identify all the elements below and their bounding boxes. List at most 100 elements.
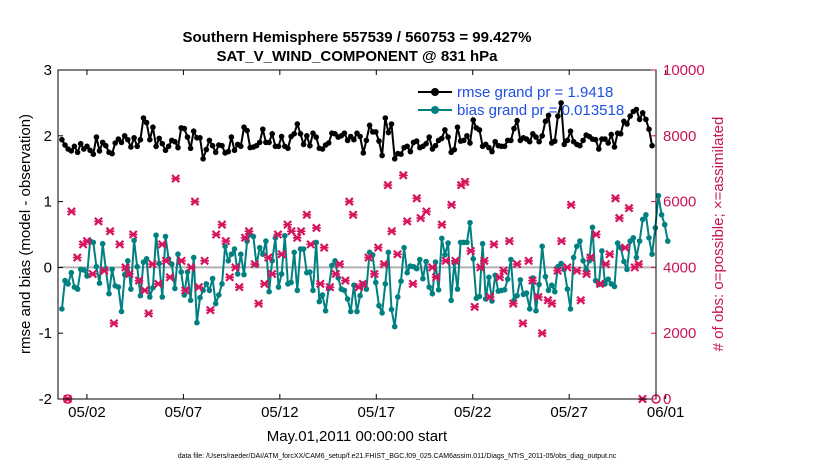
- rmse-series: [59, 100, 655, 162]
- bias-point: [153, 232, 159, 238]
- bias-point: [564, 286, 571, 292]
- bias-point: [379, 310, 385, 316]
- obs-assimilated-point: [537, 328, 547, 338]
- rmse-point: [291, 131, 298, 137]
- obs-assimilated-point: [412, 193, 422, 203]
- rmse-point: [423, 140, 429, 147]
- obs-assimilated-point: [186, 263, 196, 272]
- obs-assimilated-point: [217, 220, 227, 230]
- x-tick-label: 05/12: [261, 404, 299, 421]
- rmse-point: [366, 122, 373, 129]
- obs-assimilated-point: [499, 266, 508, 276]
- rmse-point: [442, 127, 448, 133]
- rmse-point: [134, 143, 140, 150]
- obs-assimilated-point: [348, 210, 358, 220]
- rmse-point: [492, 138, 499, 145]
- bias-point: [307, 269, 313, 275]
- y-left-tick-label: 3: [44, 62, 52, 79]
- y-left-tick-label: -2: [39, 391, 52, 408]
- rmse-point: [561, 141, 567, 148]
- rmse-point: [71, 143, 78, 150]
- legend-bias-label: bias grand pr = 0.013518: [457, 102, 624, 119]
- bias-point: [300, 246, 307, 252]
- bias-point: [398, 278, 404, 285]
- obs-assimilated-point: [124, 269, 134, 279]
- bias-point: [256, 244, 263, 251]
- obs-assimilated-point: [144, 309, 154, 318]
- rmse-point: [209, 142, 216, 149]
- y-right-axis-label: # of obs: o=possible; ×=assimilated: [710, 117, 727, 352]
- obs-assimilated-point: [177, 256, 186, 266]
- bias-point: [567, 306, 574, 312]
- obs-assimilated-point: [518, 318, 528, 328]
- rmse-point: [313, 134, 320, 140]
- bias-point: [172, 285, 178, 292]
- data-file-footer: data file: /Users/raeder/DAI/ATM_forcXX/…: [178, 453, 617, 460]
- bias-point: [225, 258, 232, 264]
- bias-point: [395, 294, 401, 300]
- rmse-point: [278, 133, 285, 140]
- obs-assimilated-point: [180, 286, 190, 295]
- bias-point: [435, 287, 442, 293]
- bias-point: [649, 251, 655, 257]
- bias-point: [294, 287, 301, 294]
- rmse-point: [231, 147, 238, 154]
- bias-point: [216, 292, 222, 298]
- rmse-point: [172, 138, 178, 145]
- bias-point: [476, 293, 483, 300]
- rmse-point: [432, 142, 439, 149]
- bias-point: [652, 225, 659, 231]
- obs-assimilated-point: [267, 269, 277, 279]
- obs-assimilated-point: [495, 272, 505, 282]
- rmse-point: [244, 127, 250, 134]
- obs-assimilated-point: [620, 243, 630, 253]
- rmse-point: [341, 130, 348, 136]
- obs-assimilated-point: [287, 226, 296, 236]
- rmse-point: [266, 139, 272, 146]
- bias-point: [84, 273, 90, 279]
- bias-point: [275, 284, 282, 290]
- chart-title-line1: Southern Hemisphere 557539 / 560753 = 99…: [183, 29, 532, 46]
- rmse-point: [269, 131, 276, 137]
- rmse-point: [611, 144, 618, 150]
- bias-point: [439, 235, 445, 242]
- rmse-point: [304, 133, 310, 139]
- obs-assimilated-point: [562, 263, 572, 272]
- bias-point: [143, 255, 150, 262]
- obs-assimilated-point: [140, 286, 150, 295]
- rmse-point: [376, 138, 382, 144]
- bias-point: [266, 288, 272, 295]
- bias-point: [162, 233, 169, 240]
- bias-point: [658, 212, 665, 218]
- bias-point: [514, 292, 520, 299]
- bias-point: [212, 300, 219, 307]
- obs-assimilated-point: [489, 239, 499, 249]
- rmse-point: [564, 137, 571, 144]
- bias-point: [504, 276, 511, 283]
- rmse-point: [608, 131, 615, 138]
- x-tick-label: 05/17: [358, 404, 396, 421]
- rmse-point: [219, 142, 225, 149]
- obs-assimilated-point: [437, 220, 447, 230]
- rmse-point: [486, 144, 492, 151]
- obs-assimilated-point: [547, 299, 557, 308]
- y-right-tick-label: 0: [663, 391, 671, 408]
- bias-point: [319, 292, 326, 298]
- bias-point: [263, 238, 269, 244]
- obs-assimilated-point: [447, 200, 456, 210]
- rmse-point: [162, 147, 169, 154]
- rmse-point: [451, 146, 458, 153]
- bias-point: [388, 306, 395, 313]
- obs-assimilated-point: [165, 272, 175, 282]
- bias-point: [109, 266, 115, 273]
- rmse-point: [310, 130, 316, 136]
- rmse-point: [181, 125, 188, 132]
- bias-point: [322, 308, 329, 314]
- bias-point: [636, 238, 643, 244]
- bias-point: [382, 281, 389, 287]
- obs-assimilated-point: [379, 259, 389, 269]
- bias-point: [548, 282, 555, 289]
- rmse-point: [363, 137, 370, 144]
- obs-assimilated-point: [358, 279, 368, 289]
- y-right-axis-ticks: 0 2000 4000 6000 8000 10000: [651, 62, 705, 408]
